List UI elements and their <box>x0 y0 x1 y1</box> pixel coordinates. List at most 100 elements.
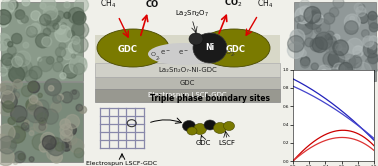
Circle shape <box>0 60 11 73</box>
Circle shape <box>54 15 60 22</box>
Circle shape <box>72 36 80 44</box>
Text: La₂Sn₂O₇-Ni-GDC: La₂Sn₂O₇-Ni-GDC <box>158 67 217 73</box>
Circle shape <box>318 65 331 79</box>
Circle shape <box>43 28 51 36</box>
Circle shape <box>70 139 84 153</box>
Circle shape <box>64 63 73 73</box>
Circle shape <box>298 15 304 21</box>
Text: Ni: Ni <box>205 43 215 52</box>
Circle shape <box>0 10 11 25</box>
Circle shape <box>295 17 300 22</box>
Ellipse shape <box>223 122 234 130</box>
Circle shape <box>73 63 85 74</box>
Circle shape <box>310 38 324 52</box>
Circle shape <box>67 30 75 38</box>
Circle shape <box>355 51 361 57</box>
Circle shape <box>56 24 65 34</box>
Circle shape <box>8 46 16 55</box>
Circle shape <box>305 38 314 47</box>
Circle shape <box>41 0 56 12</box>
Circle shape <box>34 119 47 132</box>
Circle shape <box>323 51 339 68</box>
Circle shape <box>15 10 25 19</box>
Circle shape <box>13 93 20 99</box>
Circle shape <box>8 0 18 10</box>
Circle shape <box>73 11 86 25</box>
Circle shape <box>35 100 49 114</box>
Ellipse shape <box>193 33 227 63</box>
Circle shape <box>79 58 87 66</box>
Circle shape <box>29 157 34 162</box>
Circle shape <box>23 42 29 48</box>
Circle shape <box>337 48 350 61</box>
Circle shape <box>301 12 310 22</box>
Circle shape <box>0 100 14 116</box>
Circle shape <box>29 131 34 135</box>
Circle shape <box>369 23 378 32</box>
Circle shape <box>349 55 362 68</box>
Text: Electrospun LSCF-GDC: Electrospun LSCF-GDC <box>148 92 227 98</box>
Ellipse shape <box>214 123 226 133</box>
Circle shape <box>288 36 304 52</box>
Circle shape <box>353 46 364 57</box>
Circle shape <box>64 134 70 140</box>
Circle shape <box>355 63 361 70</box>
Circle shape <box>350 16 355 21</box>
Circle shape <box>26 99 39 111</box>
Circle shape <box>12 33 22 44</box>
Circle shape <box>79 106 87 113</box>
Circle shape <box>311 63 318 70</box>
Circle shape <box>13 80 22 89</box>
Text: Triple phase boundary sites: Triple phase boundary sites <box>150 94 270 103</box>
Circle shape <box>0 84 6 91</box>
Circle shape <box>53 62 62 72</box>
Circle shape <box>39 124 46 130</box>
Circle shape <box>71 21 89 39</box>
Circle shape <box>65 115 79 129</box>
Circle shape <box>53 95 61 103</box>
Circle shape <box>301 27 313 38</box>
Circle shape <box>48 85 54 91</box>
Text: GDC: GDC <box>118 44 138 53</box>
Bar <box>95 63 280 77</box>
Circle shape <box>359 4 365 10</box>
Circle shape <box>64 2 70 8</box>
Circle shape <box>51 151 62 163</box>
Bar <box>95 35 280 63</box>
Circle shape <box>6 61 14 69</box>
Circle shape <box>65 124 76 136</box>
Circle shape <box>0 33 11 51</box>
Circle shape <box>12 91 20 99</box>
Ellipse shape <box>183 121 195 131</box>
Circle shape <box>70 90 79 99</box>
Circle shape <box>28 100 43 115</box>
Circle shape <box>28 81 40 93</box>
Circle shape <box>342 54 356 68</box>
Circle shape <box>333 34 340 41</box>
Circle shape <box>333 40 349 56</box>
Circle shape <box>368 11 377 20</box>
Circle shape <box>16 117 28 128</box>
Circle shape <box>328 37 336 45</box>
Circle shape <box>336 65 347 77</box>
Text: GDC: GDC <box>226 44 246 53</box>
Circle shape <box>71 54 76 58</box>
Circle shape <box>365 57 378 72</box>
Circle shape <box>28 101 36 110</box>
Circle shape <box>316 27 321 32</box>
Circle shape <box>329 46 338 54</box>
Text: GDC: GDC <box>195 140 211 146</box>
Circle shape <box>25 70 37 83</box>
Circle shape <box>68 42 81 54</box>
Circle shape <box>0 34 9 44</box>
Circle shape <box>300 6 311 17</box>
Bar <box>1 82 83 162</box>
Text: La$_2$Sn$_2$O$_7$: La$_2$Sn$_2$O$_7$ <box>175 9 209 19</box>
Text: e$^-$: e$^-$ <box>160 48 170 57</box>
Circle shape <box>6 57 17 69</box>
Circle shape <box>28 82 37 91</box>
Circle shape <box>60 73 66 79</box>
Circle shape <box>368 49 373 55</box>
Circle shape <box>33 24 39 30</box>
Circle shape <box>42 136 56 149</box>
